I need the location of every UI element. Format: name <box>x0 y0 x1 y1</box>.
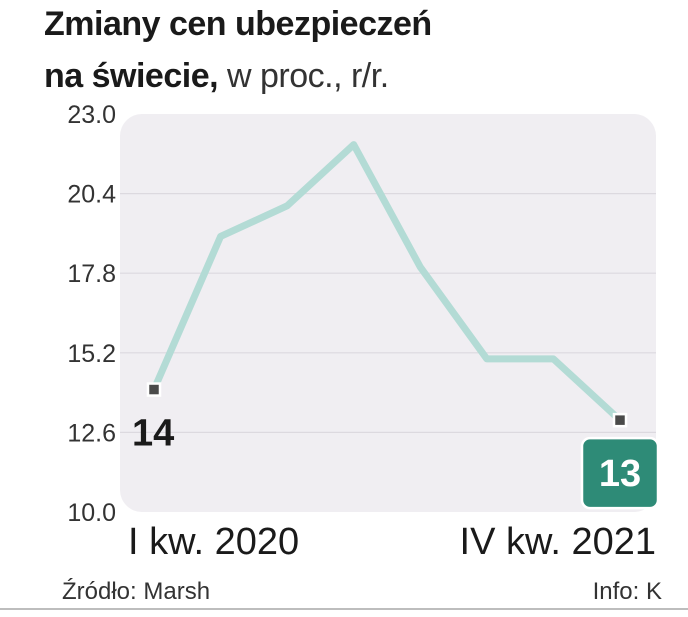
plot-area <box>120 114 656 512</box>
end-value-label: 13 <box>599 453 641 495</box>
end-point-marker <box>612 412 628 428</box>
bottom-divider <box>0 608 688 610</box>
x-label-end: IV kw. 2021 <box>460 521 656 563</box>
start-value-label: 14 <box>132 413 174 455</box>
source-note: Źródło: Marsh <box>62 578 211 605</box>
chart-title-bold: na świecie, <box>44 57 219 95</box>
info-credit: Info: K <box>592 578 662 605</box>
end-value-badge <box>580 436 660 510</box>
chart-title-line2: na świecie, w proc., r/r. <box>44 56 389 96</box>
y-tick-label: 15.2 <box>67 340 116 368</box>
y-tick-label: 12.6 <box>67 419 116 447</box>
y-tick-label: 23.0 <box>67 101 116 129</box>
y-tick-label: 17.8 <box>67 260 116 288</box>
series-line <box>150 141 624 424</box>
chart-title-line1: Zmiany cen ubezpieczeń <box>44 5 432 43</box>
start-point-marker <box>146 382 162 397</box>
x-label-start: I kw. 2020 <box>128 521 299 563</box>
y-tick-label: 10.0 <box>67 499 116 527</box>
y-tick-label: 20.4 <box>67 181 116 209</box>
chart-title-unit: w proc., r/r. <box>218 57 389 95</box>
